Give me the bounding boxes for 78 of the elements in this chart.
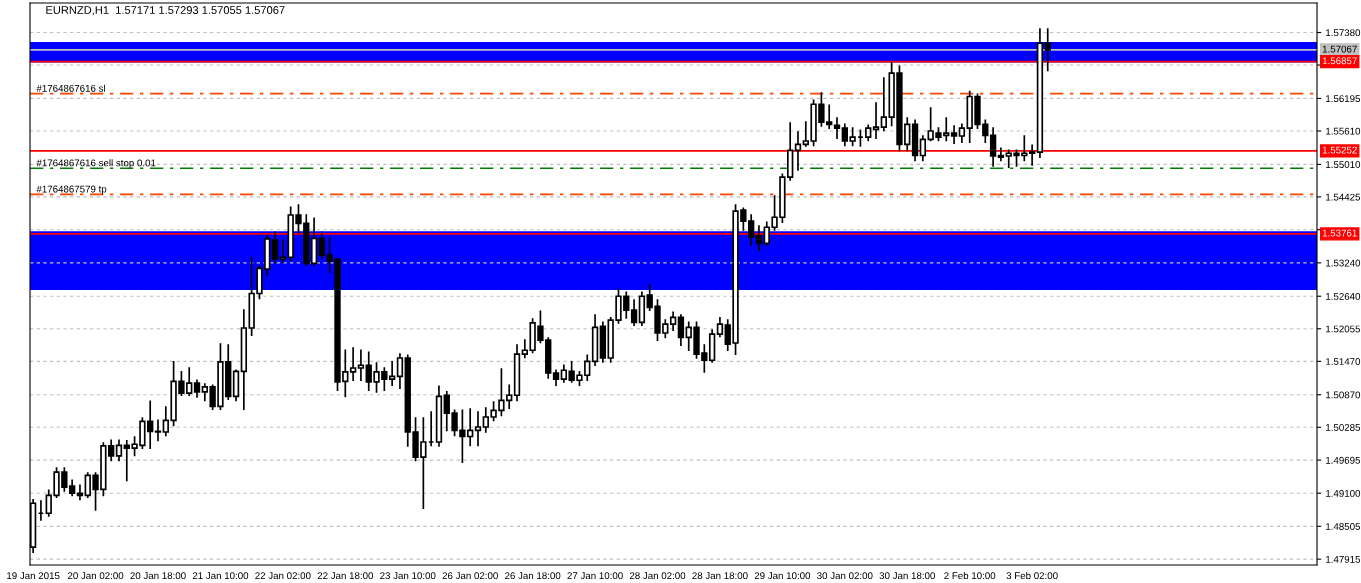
- y-tick-label: 1.57380: [1326, 29, 1361, 37]
- candlestick: [755, 225, 763, 251]
- ref-line-label: 1.57067: [1322, 45, 1357, 53]
- x-tick-label: 22 Jan 18:00: [317, 572, 374, 580]
- chart-title: EURNZD,H1 1.57171 1.57293 1.57055 1.57067: [46, 6, 285, 16]
- y-tick-label: 1.54425: [1326, 193, 1361, 201]
- candlestick: [76, 484, 84, 501]
- y-tick-label: 1.47915: [1326, 555, 1361, 563]
- ref-line-label: 1.55252: [1322, 146, 1357, 154]
- candlestick: [1028, 144, 1036, 166]
- candlestick: [669, 311, 677, 332]
- candlestick: [989, 127, 997, 167]
- candlestick: [435, 385, 443, 447]
- ref-line-label: 1.53761: [1322, 229, 1357, 237]
- candlestick: [349, 347, 357, 382]
- x-tick-label: 19 Jan 2015: [7, 572, 60, 580]
- candlestick: [716, 317, 724, 338]
- candlestick: [1036, 28, 1044, 158]
- y-tick-label: 1.52640: [1326, 292, 1361, 300]
- y-tick-label: 1.49695: [1326, 456, 1361, 464]
- y-tick-label: 1.50870: [1326, 391, 1361, 399]
- candlestick: [310, 217, 318, 266]
- y-tick-label: 1.55610: [1326, 127, 1361, 135]
- x-tick-label: 3 Feb 02:00: [1006, 571, 1058, 580]
- x-tick-label: 22 Jan 02:00: [255, 572, 311, 580]
- x-tick-label: 28 Jan 18:00: [692, 572, 748, 580]
- candlestick: [232, 369, 240, 402]
- y-tick-label: 1.48505: [1326, 523, 1361, 530]
- x-tick-label: 2 Feb 10:00: [944, 571, 996, 580]
- x-tick-label: 23 Jan 10:00: [380, 572, 436, 580]
- x-tick-label: 29 Jan 10:00: [754, 572, 811, 580]
- x-tick-label: 27 Jan 10:00: [567, 572, 623, 580]
- candlestick: [638, 291, 646, 327]
- x-tick-label: 20 Jan 02:00: [67, 572, 124, 580]
- candlestick: [833, 117, 841, 140]
- candlestick: [154, 419, 162, 442]
- candlestick: [997, 147, 1005, 162]
- candlestick: [271, 231, 279, 264]
- candlestick: [857, 129, 864, 147]
- y-tick-label: 1.53240: [1326, 259, 1361, 267]
- candlestick: [911, 119, 919, 162]
- y-tick-label: 1.51470: [1326, 358, 1361, 365]
- candlestick: [950, 125, 958, 145]
- candlestick: [794, 131, 802, 171]
- candlestick: [1044, 28, 1051, 72]
- x-tick-label: 30 Jan 18:00: [879, 572, 935, 580]
- x-tick-label: 30 Jan 02:00: [817, 572, 873, 580]
- candlestick: [958, 123, 966, 143]
- candlestick: [513, 344, 521, 402]
- x-tick-label: 28 Jan 02:00: [629, 572, 686, 580]
- candlestick: [865, 124, 872, 142]
- candlestick: [552, 369, 560, 387]
- ref-line-label: 1.56857: [1322, 57, 1357, 65]
- y-tick-label: 1.56195: [1326, 95, 1361, 103]
- candlestick: [474, 411, 482, 447]
- candlestick: [115, 439, 123, 462]
- candlestick: [630, 299, 638, 327]
- ref-line-label: #1764867616 sl: [36, 84, 105, 92]
- ref-line-label: #1764867579 tp: [36, 185, 107, 195]
- x-tick-label: 21 Jan 10:00: [192, 572, 249, 580]
- candlestick: [279, 239, 287, 264]
- candlestick: [193, 379, 201, 398]
- y-tick-label: 1.55010: [1326, 161, 1361, 168]
- candlestick: [396, 353, 404, 389]
- candlestick: [872, 102, 880, 140]
- y-tick-label: 1.50285: [1326, 424, 1361, 431]
- candlestick: [427, 411, 435, 447]
- y-tick-label: 1.52055: [1326, 325, 1361, 333]
- x-tick-label: 26 Jan 18:00: [505, 572, 561, 580]
- y-tick-label: 1.49100: [1326, 489, 1361, 497]
- x-tick-label: 26 Jan 02:00: [442, 572, 498, 580]
- candlestick: [677, 314, 685, 347]
- candlestick: [318, 231, 326, 260]
- x-tick-label: 20 Jan 18:00: [130, 572, 186, 580]
- candlestick: [591, 314, 599, 367]
- ref-line-label: #1764867616 sell stop 0.01: [36, 159, 156, 169]
- candlestick: [37, 500, 45, 521]
- candlestick: [357, 349, 365, 382]
